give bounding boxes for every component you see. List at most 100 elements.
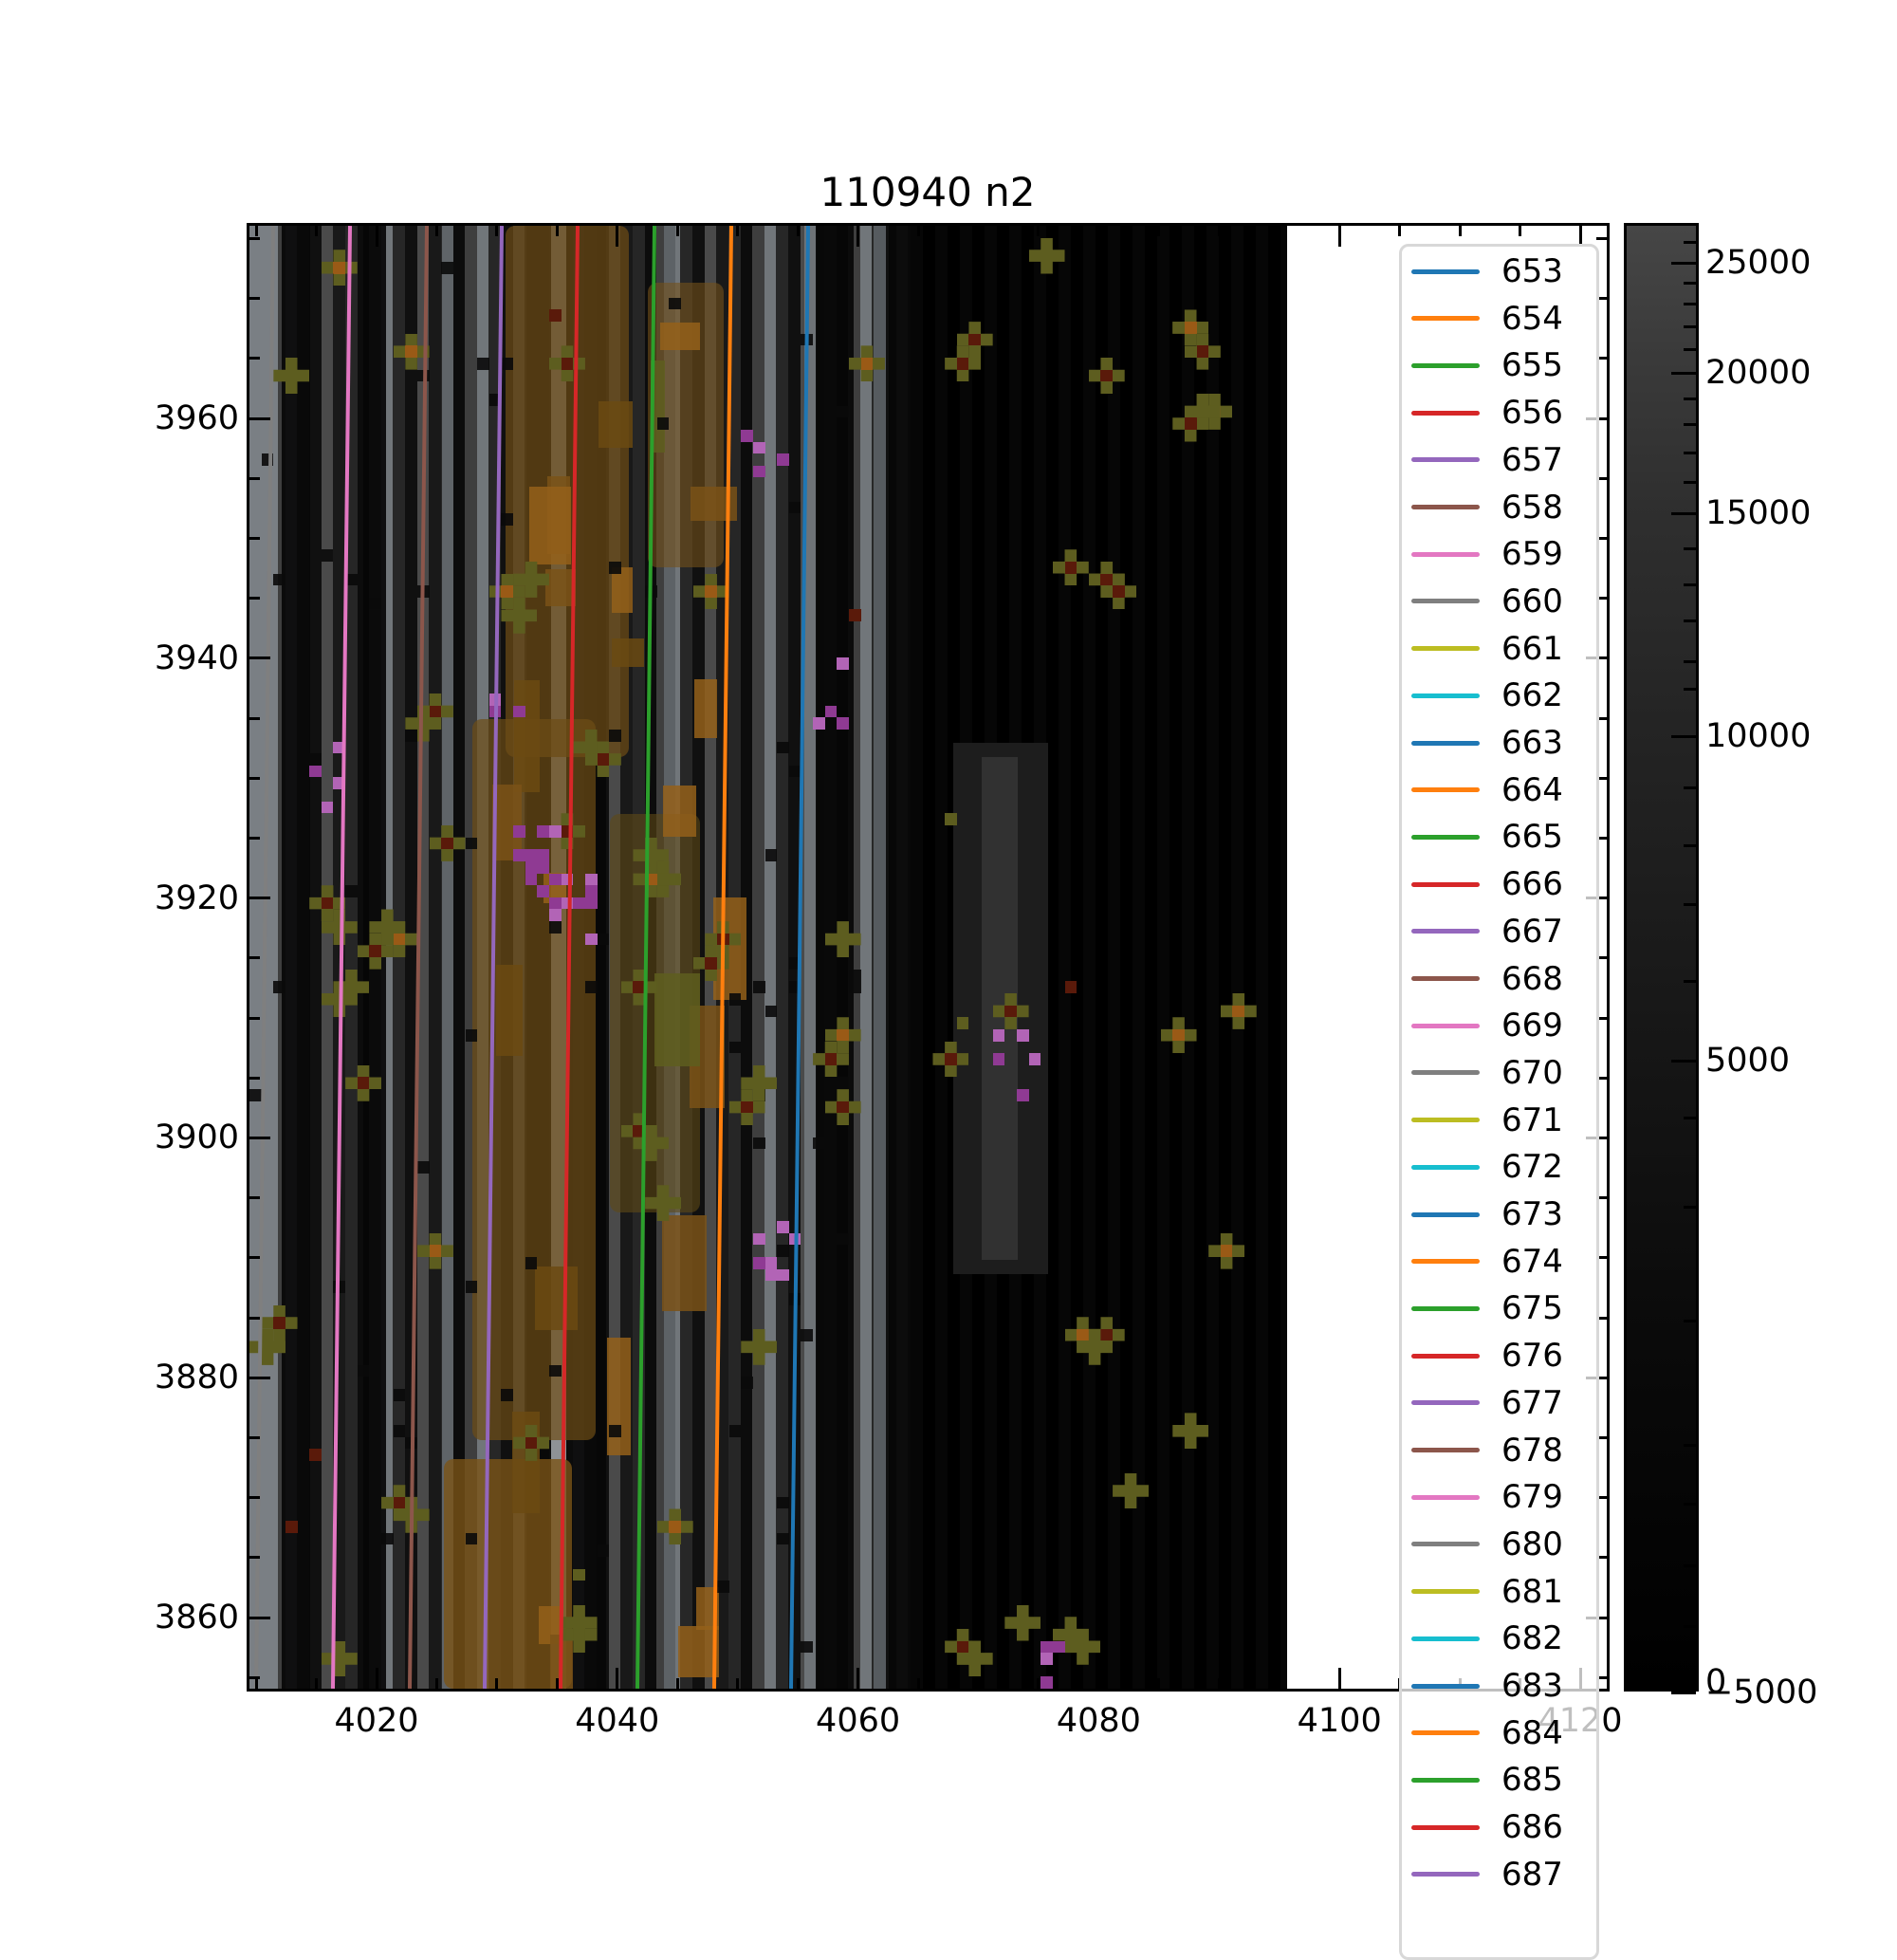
flagged-pixel-center <box>956 358 969 370</box>
x-tick-label: 4100 <box>1297 1702 1382 1740</box>
flagged-pixel-center <box>1041 250 1053 262</box>
colorbar-tick <box>1671 734 1696 738</box>
y-tick <box>1596 1196 1607 1200</box>
flagged-pixel-purple <box>764 1257 778 1269</box>
flagged-pixel-center <box>1196 405 1209 418</box>
y-tick <box>1596 776 1607 780</box>
legend-entry: 653 <box>1402 249 1596 294</box>
flagged-pixel-center <box>1077 1328 1089 1341</box>
legend-line-sample <box>1411 316 1480 322</box>
bright-column <box>874 226 886 1689</box>
legend-entry: 661 <box>1402 626 1596 672</box>
legend-entry-label: 661 <box>1501 629 1563 668</box>
x-tick <box>375 1668 378 1689</box>
y-tick-label: 3900 <box>154 1119 239 1157</box>
dark-pixel-cell <box>716 1581 729 1593</box>
flagged-pixel-center <box>357 1077 370 1090</box>
flux-texture-rect <box>654 972 701 1067</box>
flagged-pixel-purple <box>1041 1676 1053 1689</box>
legend-entry-label: 664 <box>1501 770 1563 809</box>
legend-line-sample <box>1411 1353 1480 1359</box>
x-tick <box>1157 1678 1161 1689</box>
legend-line-sample <box>1411 1824 1480 1830</box>
legend-line-sample <box>1411 787 1480 793</box>
y-tick <box>1596 716 1607 720</box>
legend-entry: 679 <box>1402 1474 1596 1520</box>
dark-pixel-cell <box>752 1137 765 1150</box>
dark-pixel-cell <box>801 1328 814 1341</box>
legend-entry-label: 666 <box>1501 865 1563 904</box>
colorbar-minor-tick <box>1684 687 1696 691</box>
colorbar-minor-tick <box>1684 902 1696 906</box>
matplotlib-figure: 110940 n2 402040404060408041004120396039… <box>154 169 1818 1960</box>
flagged-pixel-purple <box>813 717 825 730</box>
x-tick-label: 4040 <box>575 1702 660 1740</box>
y-tick <box>249 1675 260 1679</box>
legend-entry-label: 655 <box>1501 346 1563 385</box>
y-tick <box>249 656 270 660</box>
dark-pixel-cell <box>728 1425 742 1437</box>
x-tick <box>856 226 860 247</box>
legend-entry: 681 <box>1402 1569 1596 1615</box>
legend-entry: 683 <box>1402 1663 1596 1709</box>
flux-texture-rect <box>598 400 633 448</box>
legend-entry-label: 676 <box>1501 1337 1563 1376</box>
x-tick <box>315 226 319 236</box>
flagged-pixel-single <box>849 609 861 622</box>
flux-texture-rect <box>693 678 718 739</box>
flagged-pixel-center <box>273 1317 285 1329</box>
dark-pixel-cell <box>788 765 801 778</box>
dark-pixel-cell <box>788 501 801 514</box>
flux-texture-rect <box>662 1215 708 1312</box>
flagged-pixel-purple <box>537 885 549 897</box>
x-tick <box>1578 226 1582 247</box>
flagged-pixel-center <box>597 753 610 766</box>
flux-texture-rect <box>495 965 524 1057</box>
y-tick <box>1596 1435 1607 1439</box>
legend-entry-label: 657 <box>1501 440 1563 479</box>
dark-pixel-cell <box>249 1089 262 1101</box>
y-tick <box>249 1435 260 1439</box>
colorbar-tick <box>1671 1691 1696 1694</box>
flagged-pixel-center <box>513 609 525 622</box>
legend-entry: 677 <box>1402 1380 1596 1426</box>
flagged-pixel-center <box>752 1341 765 1354</box>
flagged-pixel-single <box>549 309 562 323</box>
y-tick <box>249 1196 260 1200</box>
flagged-pixel-purple <box>1016 1028 1029 1042</box>
flux-texture-rect <box>535 1266 579 1331</box>
y-tick-label: 3920 <box>154 878 239 917</box>
flagged-pixel-center <box>1088 1341 1101 1354</box>
bright-column <box>804 226 817 1689</box>
flux-texture-rect <box>677 1625 719 1678</box>
dark-pixel-cell <box>501 358 514 370</box>
x-tick <box>1037 1678 1041 1689</box>
colorbar-minor-tick <box>1684 1205 1696 1209</box>
flagged-pixel-purple <box>777 453 789 466</box>
dark-gap-column <box>282 226 310 1689</box>
legend-entry: 676 <box>1402 1333 1596 1378</box>
flagged-pixel-center <box>837 933 849 946</box>
dark-pixel-cell <box>357 1364 370 1378</box>
x-tick <box>1217 226 1221 236</box>
flagged-pixel-center <box>1113 585 1125 598</box>
legend-line-sample <box>1411 693 1480 698</box>
flagged-pixel-purple <box>525 849 538 861</box>
dark-pixel-cell <box>752 981 765 993</box>
x-tick <box>616 226 619 247</box>
legend-entry-label: 665 <box>1501 818 1563 857</box>
x-tick <box>1337 226 1341 247</box>
x-tick <box>1337 1668 1341 1689</box>
y-tick <box>249 1256 260 1260</box>
flagged-pixel-center <box>261 1341 274 1354</box>
flagged-pixel-purple <box>321 801 334 814</box>
flagged-pixel-center <box>752 1077 765 1090</box>
x-tick <box>555 226 559 236</box>
flagged-pixel-purple <box>584 897 598 910</box>
legend-line-sample <box>1411 551 1480 557</box>
y-tick <box>1596 236 1607 240</box>
flagged-pixel-purple <box>1028 1053 1041 1065</box>
colorbar-tick-label: −5000 <box>1705 1673 1818 1711</box>
flagged-pixel-center <box>956 1640 969 1654</box>
flagged-pixel-center <box>633 981 646 993</box>
